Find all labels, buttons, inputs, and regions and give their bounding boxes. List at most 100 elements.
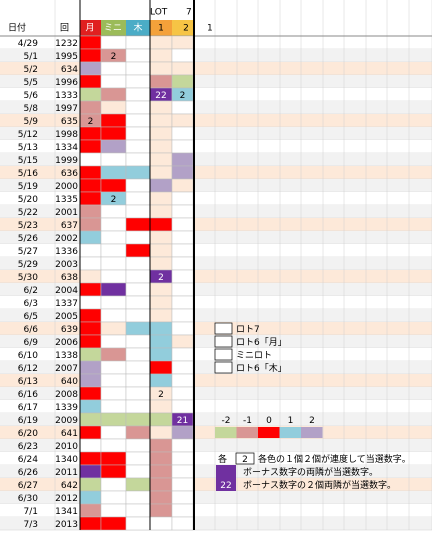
row-bg-right: [194, 231, 432, 244]
kai: 1999: [55, 156, 78, 166]
moku-header: 木: [133, 22, 142, 34]
cell-label: 2: [111, 52, 117, 62]
kai: 1333: [55, 91, 78, 101]
cell: [79, 451, 102, 466]
row-bg-right: [194, 465, 432, 478]
cell: [125, 269, 151, 284]
date: 6/30: [18, 494, 38, 504]
row-bg: [0, 504, 80, 517]
kai: 2001: [55, 208, 78, 218]
date-header: 日付: [8, 23, 26, 34]
date: 5/9: [24, 117, 39, 127]
cell: [100, 35, 127, 50]
row-bg: [0, 439, 80, 452]
cell-label: 2: [158, 390, 164, 400]
kai: 1998: [55, 130, 78, 140]
cell: [100, 295, 127, 310]
cell: [125, 217, 151, 232]
kai: 1996: [55, 78, 78, 88]
kai: 639: [61, 325, 78, 335]
cell: [171, 100, 194, 115]
scale-label: 2: [309, 416, 315, 426]
note-line: ボーナス数字の両隣が当選数字。: [243, 466, 378, 478]
kai: 1338: [55, 351, 78, 361]
cell: [79, 360, 102, 375]
note-purple: [216, 465, 236, 478]
cell: [100, 360, 127, 375]
row-bg-right: [194, 179, 432, 192]
row-bg: [0, 244, 80, 257]
date: 5/20: [18, 195, 38, 205]
row-bg-right: [194, 127, 432, 140]
cell: [171, 165, 194, 180]
row-bg: [0, 374, 80, 387]
cell-label: 2: [158, 273, 164, 283]
getsu-header-bg: [80, 20, 101, 36]
lot-num: 7: [186, 8, 192, 18]
kai: 1341: [55, 507, 78, 517]
cell: [79, 165, 102, 180]
cell: [171, 360, 194, 375]
row-bg: [0, 218, 80, 231]
date: 5/22: [18, 208, 38, 218]
cell: [149, 516, 173, 531]
cell: [125, 438, 151, 453]
cell: [79, 191, 102, 206]
cell: [171, 334, 194, 349]
cell: [79, 48, 102, 63]
kai: 2003: [55, 260, 78, 270]
cell: [100, 282, 127, 297]
cell: [149, 425, 173, 440]
lot-label: LOT: [150, 8, 168, 18]
kai-header: 回: [60, 23, 69, 34]
cell: [100, 100, 127, 115]
date: 6/26: [18, 468, 38, 478]
cell: [79, 438, 102, 453]
date: 6/23: [18, 442, 38, 452]
kai: 636: [61, 169, 78, 179]
cell: [100, 425, 127, 440]
date: 6/13: [18, 377, 38, 387]
cell: [100, 113, 127, 128]
cell: [79, 386, 102, 401]
date: 6/27: [18, 481, 38, 491]
cell: [125, 139, 151, 154]
cell: [100, 230, 127, 245]
lot1-header-bg: [150, 20, 172, 36]
date: 5/23: [18, 221, 38, 231]
cell: [171, 48, 194, 63]
row-bg: [0, 348, 80, 361]
cell: [79, 74, 102, 89]
cell: [79, 308, 102, 323]
row-bg: [0, 36, 80, 49]
date: 6/19: [18, 416, 38, 426]
row-bg: [0, 270, 80, 283]
row-bg: [0, 179, 80, 192]
row-bg-right: [194, 374, 432, 387]
row-bg: [0, 114, 80, 127]
cell: [171, 217, 194, 232]
row-bg: [0, 49, 80, 62]
cell: [171, 321, 194, 336]
cell: [100, 399, 127, 414]
row-bg: [0, 166, 80, 179]
cell: [149, 321, 173, 336]
cell: [125, 360, 151, 375]
kai: 2005: [55, 312, 78, 322]
grid: [0, 0, 432, 531]
cell: [149, 503, 173, 518]
cell: [149, 113, 173, 128]
cell: [149, 451, 173, 466]
moku-header-bg: [126, 20, 150, 36]
cell: [100, 373, 127, 388]
cell: [100, 87, 127, 102]
date: 7/3: [24, 520, 38, 530]
row-bg: [0, 296, 80, 309]
kai: 1336: [55, 247, 78, 257]
cell: [125, 282, 151, 297]
cell: [149, 490, 173, 505]
cell: [171, 347, 194, 362]
scale-swatch: [279, 427, 301, 438]
cell: [100, 152, 127, 167]
